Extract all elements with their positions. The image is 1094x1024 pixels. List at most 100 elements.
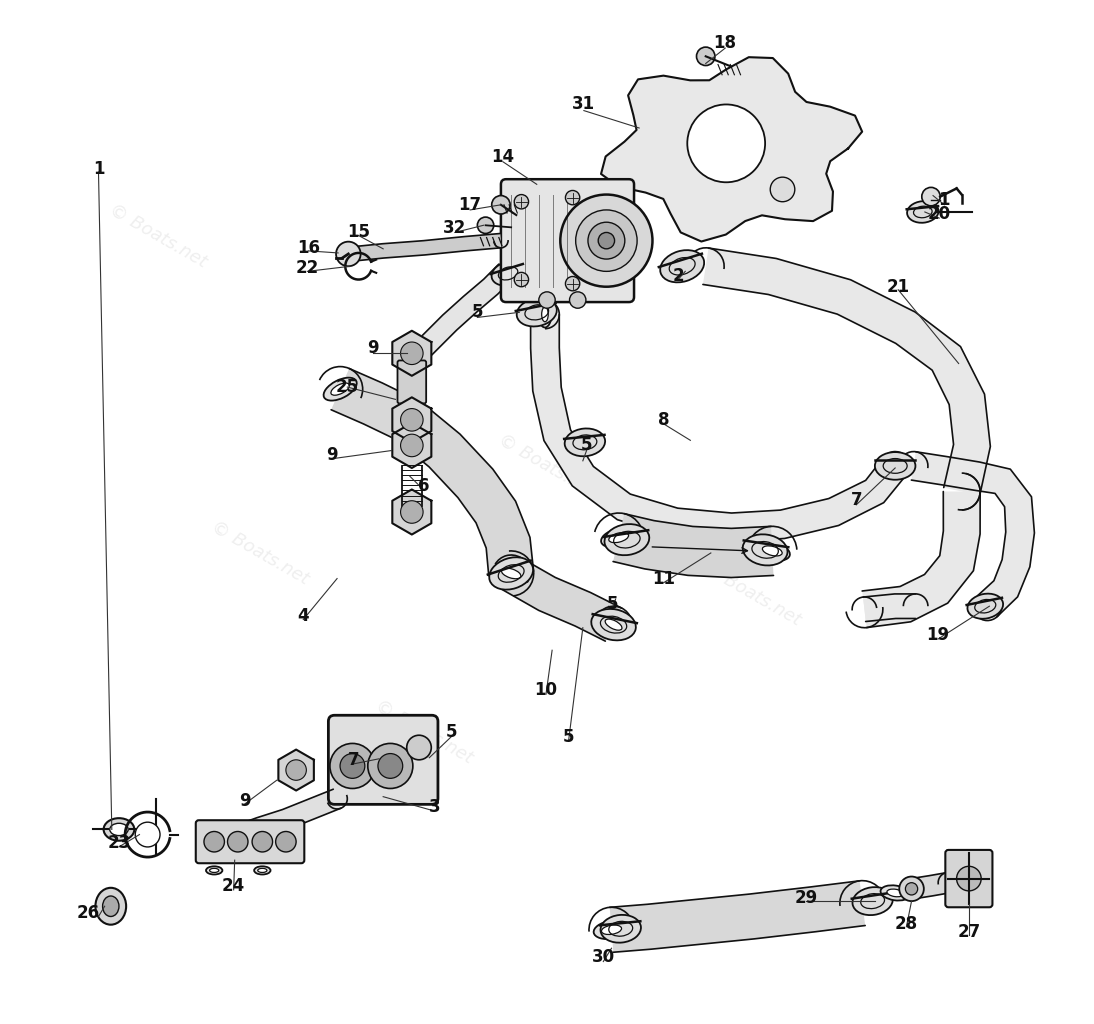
Text: 29: 29 bbox=[794, 889, 817, 907]
Circle shape bbox=[514, 272, 528, 287]
Circle shape bbox=[400, 501, 423, 523]
Ellipse shape bbox=[591, 609, 636, 640]
Circle shape bbox=[252, 831, 272, 852]
Circle shape bbox=[276, 831, 296, 852]
Text: 2: 2 bbox=[672, 267, 684, 286]
Circle shape bbox=[368, 743, 412, 788]
Ellipse shape bbox=[489, 557, 533, 590]
Text: 8: 8 bbox=[657, 411, 670, 429]
Polygon shape bbox=[393, 397, 431, 442]
Polygon shape bbox=[862, 492, 980, 628]
Text: © Boats.net: © Boats.net bbox=[372, 697, 476, 767]
Text: 10: 10 bbox=[535, 681, 558, 699]
Circle shape bbox=[136, 822, 160, 847]
Polygon shape bbox=[393, 423, 431, 468]
Circle shape bbox=[407, 735, 431, 760]
Text: 5: 5 bbox=[581, 436, 593, 455]
Text: 3: 3 bbox=[429, 798, 440, 816]
Circle shape bbox=[228, 831, 248, 852]
Circle shape bbox=[286, 760, 306, 780]
Text: 14: 14 bbox=[491, 147, 514, 166]
Text: 9: 9 bbox=[368, 339, 379, 357]
Circle shape bbox=[906, 883, 918, 895]
Text: 19: 19 bbox=[927, 626, 950, 644]
Circle shape bbox=[491, 196, 510, 214]
Circle shape bbox=[566, 190, 580, 205]
Polygon shape bbox=[911, 452, 1035, 616]
Text: 20: 20 bbox=[928, 205, 951, 223]
Text: 15: 15 bbox=[347, 223, 370, 242]
Text: 9: 9 bbox=[326, 445, 338, 464]
Ellipse shape bbox=[875, 453, 916, 479]
Text: 32: 32 bbox=[443, 219, 466, 238]
Text: 16: 16 bbox=[296, 239, 319, 257]
Polygon shape bbox=[601, 57, 862, 242]
Circle shape bbox=[203, 831, 224, 852]
Ellipse shape bbox=[258, 868, 267, 872]
Circle shape bbox=[697, 47, 715, 66]
Ellipse shape bbox=[743, 535, 788, 565]
Polygon shape bbox=[278, 750, 314, 791]
Circle shape bbox=[514, 195, 528, 209]
FancyBboxPatch shape bbox=[945, 850, 992, 907]
Text: 30: 30 bbox=[592, 948, 615, 967]
Circle shape bbox=[400, 342, 423, 365]
Text: 9: 9 bbox=[240, 792, 251, 810]
Polygon shape bbox=[863, 594, 916, 622]
Ellipse shape bbox=[206, 866, 222, 874]
Ellipse shape bbox=[763, 546, 782, 556]
Ellipse shape bbox=[605, 620, 622, 630]
Circle shape bbox=[330, 743, 375, 788]
FancyBboxPatch shape bbox=[196, 820, 304, 863]
Text: 5: 5 bbox=[562, 728, 574, 746]
Ellipse shape bbox=[755, 541, 790, 561]
Ellipse shape bbox=[881, 886, 910, 900]
Ellipse shape bbox=[95, 888, 126, 925]
Ellipse shape bbox=[491, 261, 525, 286]
Polygon shape bbox=[393, 331, 431, 376]
Circle shape bbox=[598, 232, 615, 249]
Circle shape bbox=[770, 177, 795, 202]
Text: 17: 17 bbox=[458, 196, 481, 214]
Polygon shape bbox=[502, 557, 621, 641]
Polygon shape bbox=[331, 369, 534, 575]
Ellipse shape bbox=[852, 887, 893, 915]
Polygon shape bbox=[910, 872, 951, 899]
FancyBboxPatch shape bbox=[501, 179, 635, 302]
Ellipse shape bbox=[501, 568, 521, 579]
Text: © Boats.net: © Boats.net bbox=[494, 431, 600, 501]
Text: 1: 1 bbox=[93, 160, 104, 178]
Ellipse shape bbox=[324, 378, 357, 400]
Polygon shape bbox=[531, 314, 906, 542]
Ellipse shape bbox=[660, 250, 705, 283]
Circle shape bbox=[570, 292, 586, 308]
Text: 31: 31 bbox=[572, 95, 595, 114]
Ellipse shape bbox=[598, 614, 629, 635]
Text: 7: 7 bbox=[348, 751, 359, 769]
Ellipse shape bbox=[330, 383, 349, 395]
Polygon shape bbox=[609, 881, 865, 952]
Text: 1: 1 bbox=[939, 190, 950, 209]
Ellipse shape bbox=[254, 866, 270, 874]
Ellipse shape bbox=[907, 201, 939, 223]
Polygon shape bbox=[352, 233, 501, 261]
Ellipse shape bbox=[542, 307, 548, 322]
Ellipse shape bbox=[538, 301, 551, 328]
Ellipse shape bbox=[608, 532, 629, 543]
Text: © Boats.net: © Boats.net bbox=[106, 201, 210, 270]
Text: 5: 5 bbox=[472, 303, 484, 322]
Polygon shape bbox=[393, 489, 431, 535]
Ellipse shape bbox=[103, 896, 119, 916]
Text: 27: 27 bbox=[957, 923, 980, 941]
Ellipse shape bbox=[565, 428, 605, 457]
Text: 24: 24 bbox=[222, 877, 245, 895]
Ellipse shape bbox=[601, 914, 641, 943]
Text: 5: 5 bbox=[446, 723, 457, 741]
Ellipse shape bbox=[109, 823, 128, 836]
Text: 26: 26 bbox=[77, 904, 100, 923]
Polygon shape bbox=[613, 514, 773, 578]
Ellipse shape bbox=[516, 298, 557, 327]
Circle shape bbox=[400, 434, 423, 457]
Circle shape bbox=[336, 242, 361, 266]
Circle shape bbox=[566, 276, 580, 291]
